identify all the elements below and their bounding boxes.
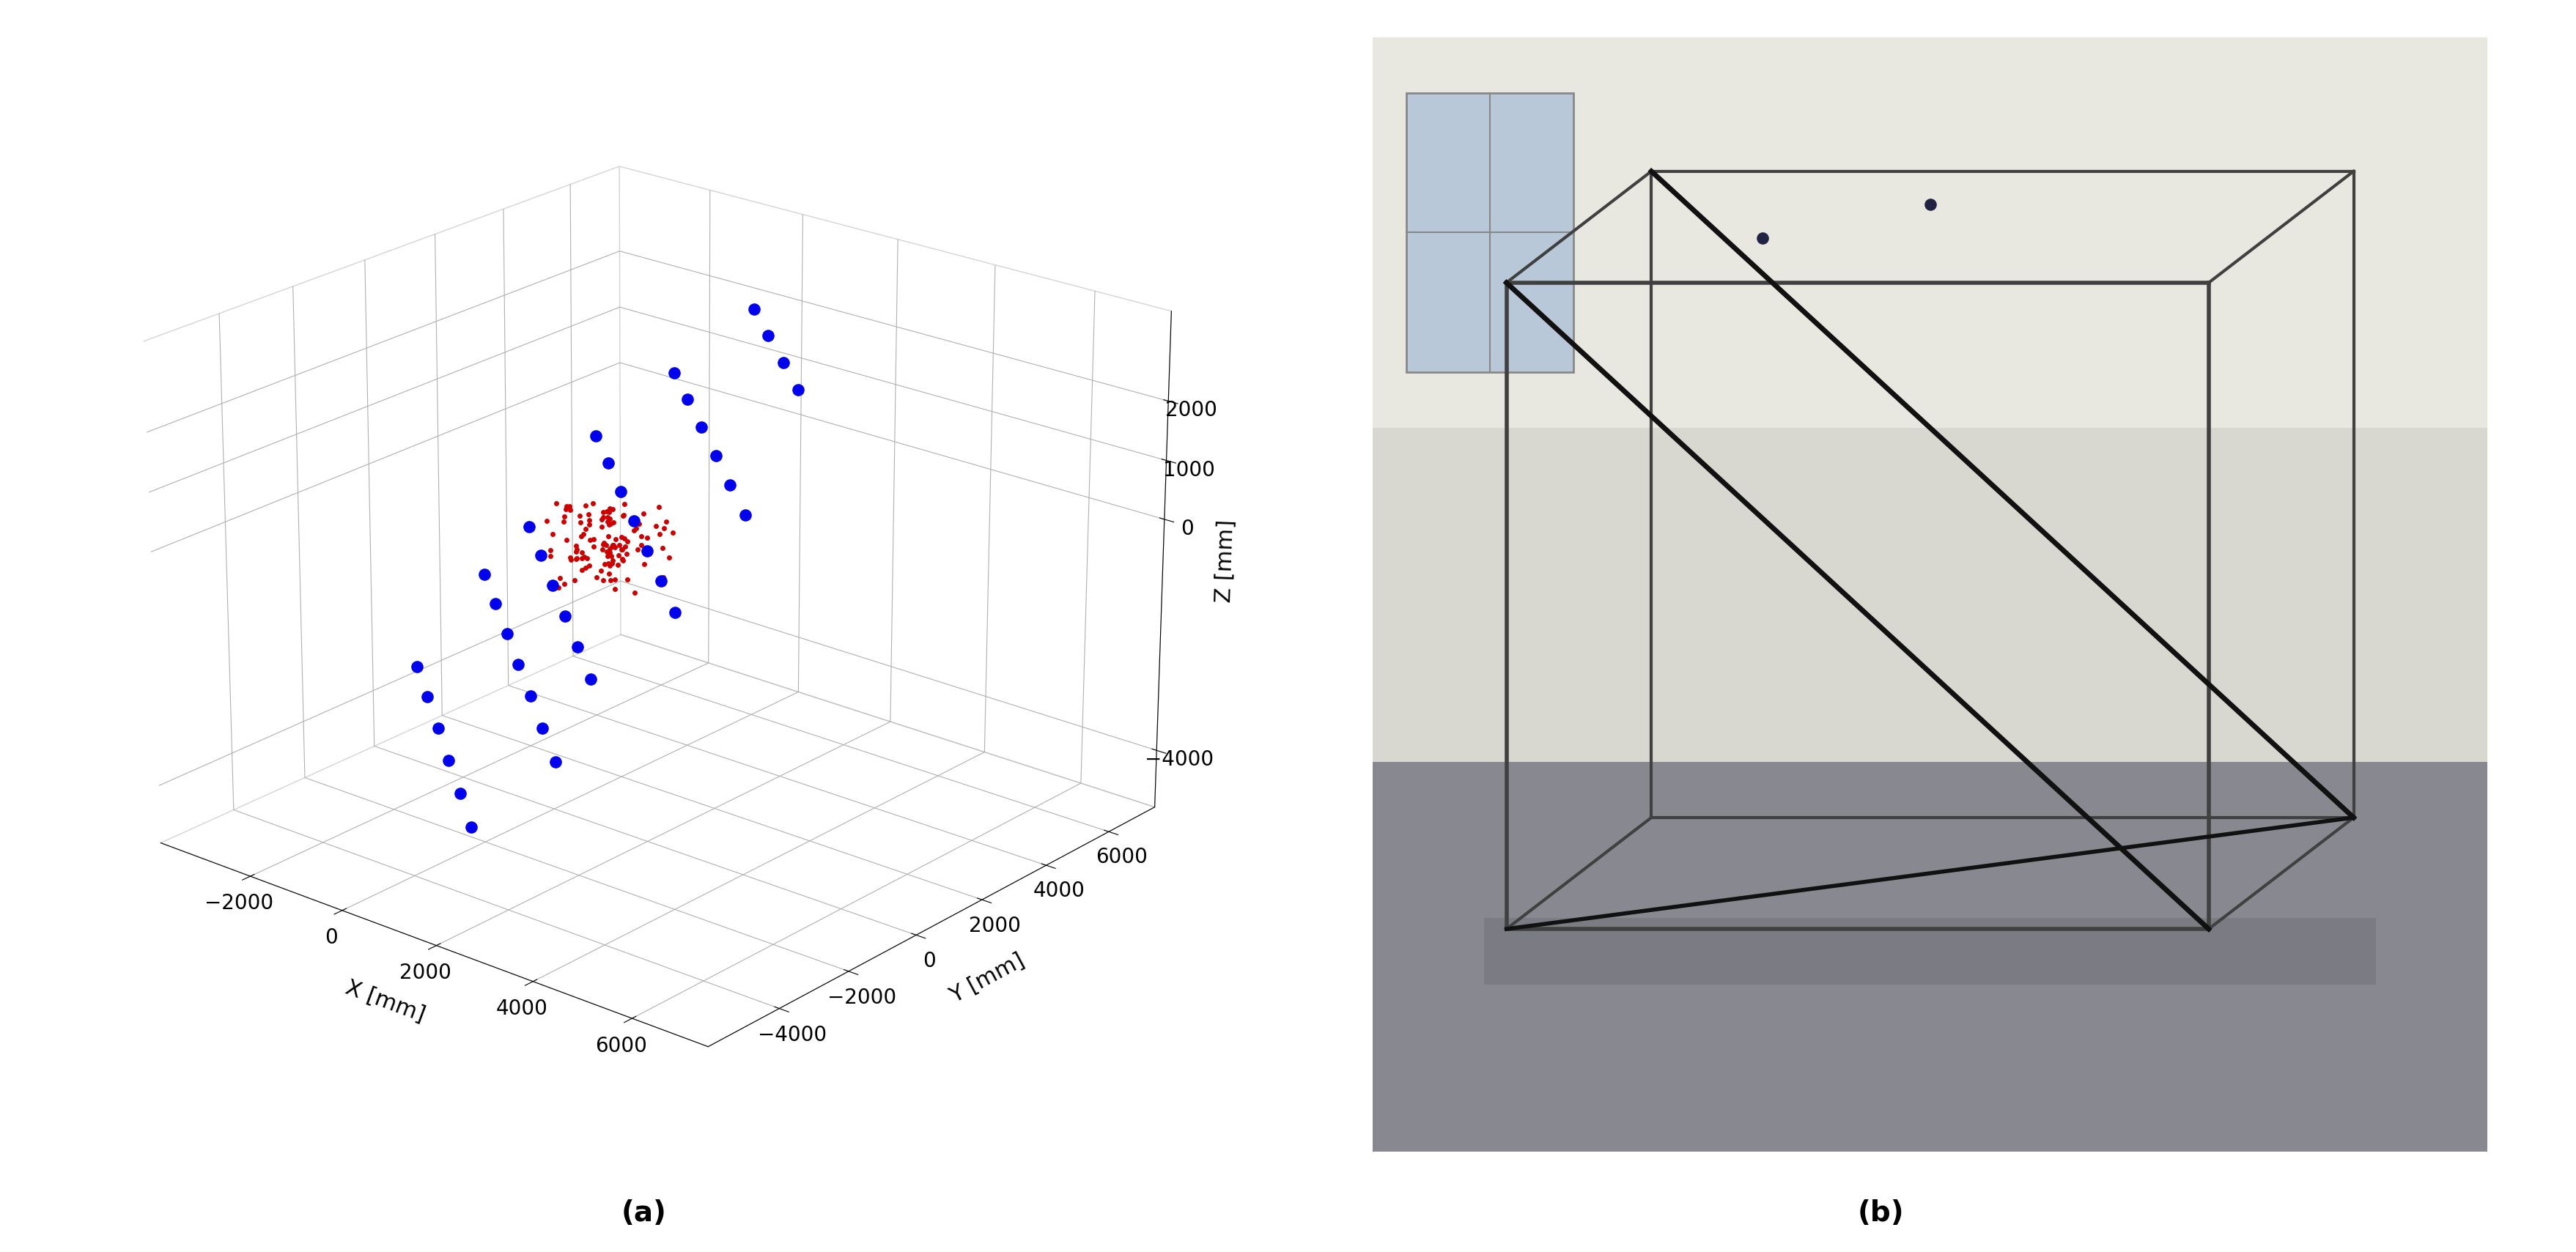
Point — [1909, 194, 1950, 215]
Y-axis label: Y [mm]: Y [mm] — [945, 949, 1028, 1007]
Text: (a): (a) — [621, 1199, 667, 1227]
Bar — [1484, 918, 2375, 984]
X-axis label: X [mm]: X [mm] — [343, 977, 428, 1025]
Bar — [1373, 428, 2488, 761]
Bar — [1373, 761, 2488, 1152]
Bar — [1406, 94, 1574, 372]
Bar — [1373, 38, 2488, 427]
Point — [1741, 228, 1783, 248]
Text: (b): (b) — [1857, 1199, 1904, 1227]
